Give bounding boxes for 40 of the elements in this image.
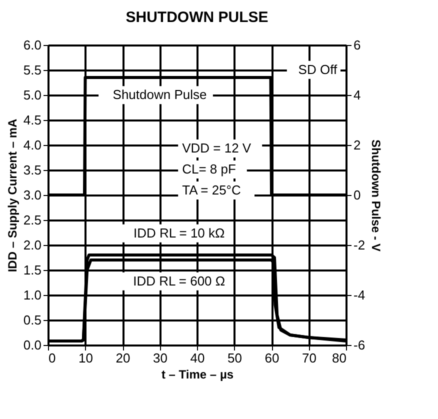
x-tick-label: 30 xyxy=(153,350,168,366)
annotation: IDD RL = 600 Ω xyxy=(133,273,226,288)
y-tick-label: 5.5 xyxy=(23,62,42,78)
x-tick-label: 40 xyxy=(190,350,205,366)
y-tick-label: 6.0 xyxy=(23,38,42,52)
x-tick-label: 80 xyxy=(332,350,346,366)
y-tick-label: 1.0 xyxy=(23,288,42,302)
y2-tick-label: -2 xyxy=(354,238,366,252)
y-tick-label: 1.5 xyxy=(23,262,42,278)
x-tick-label: 10 xyxy=(78,350,93,366)
y-tick-label: 2.0 xyxy=(23,238,42,252)
annotation: Shutdown Pulse xyxy=(112,87,207,102)
y-tick-label: 0.0 xyxy=(23,338,42,352)
x-tick-label: 70 xyxy=(302,350,316,366)
y2-tick-label: 0 xyxy=(354,188,361,202)
y-tick-label: 3.5 xyxy=(23,162,42,178)
y2-tick-label: 2 xyxy=(354,138,361,152)
annotation: IDD RL = 10 kΩ xyxy=(133,225,226,240)
annotation: SD Off xyxy=(298,62,338,77)
x-tick-label: 0 xyxy=(48,350,56,366)
annotation: TA = 25°C xyxy=(182,182,241,198)
y-tick-label: 0.5 xyxy=(23,312,42,328)
y-tick-label: 3.0 xyxy=(23,188,42,202)
y-tick-label: 5.0 xyxy=(23,88,42,102)
chart-title: SHUTDOWN PULSE xyxy=(126,9,268,26)
y2-tick-label: 4 xyxy=(354,88,361,102)
x-tick-label: 60 xyxy=(264,350,280,366)
y-tick-label: 4.0 xyxy=(23,138,42,152)
y-axis-title: IDD – Supply Current – mA xyxy=(5,118,20,272)
x-tick-label: 50 xyxy=(228,350,242,366)
x-tick-label: 20 xyxy=(116,350,130,366)
y2-tick-label: -6 xyxy=(354,338,366,352)
y2-axis-title: Shutdown Pulse - V xyxy=(369,139,384,252)
y-tick-label: 2.5 xyxy=(23,212,42,228)
y2-tick-label: 6 xyxy=(354,38,361,52)
x-axis-title: t – Time – µs xyxy=(161,368,234,382)
annotation: VDD = 12 V xyxy=(182,140,252,156)
y-tick-label: 4.5 xyxy=(23,112,42,128)
annotation: CL= 8 pF xyxy=(182,162,236,176)
y2-tick-label: -4 xyxy=(354,288,366,302)
